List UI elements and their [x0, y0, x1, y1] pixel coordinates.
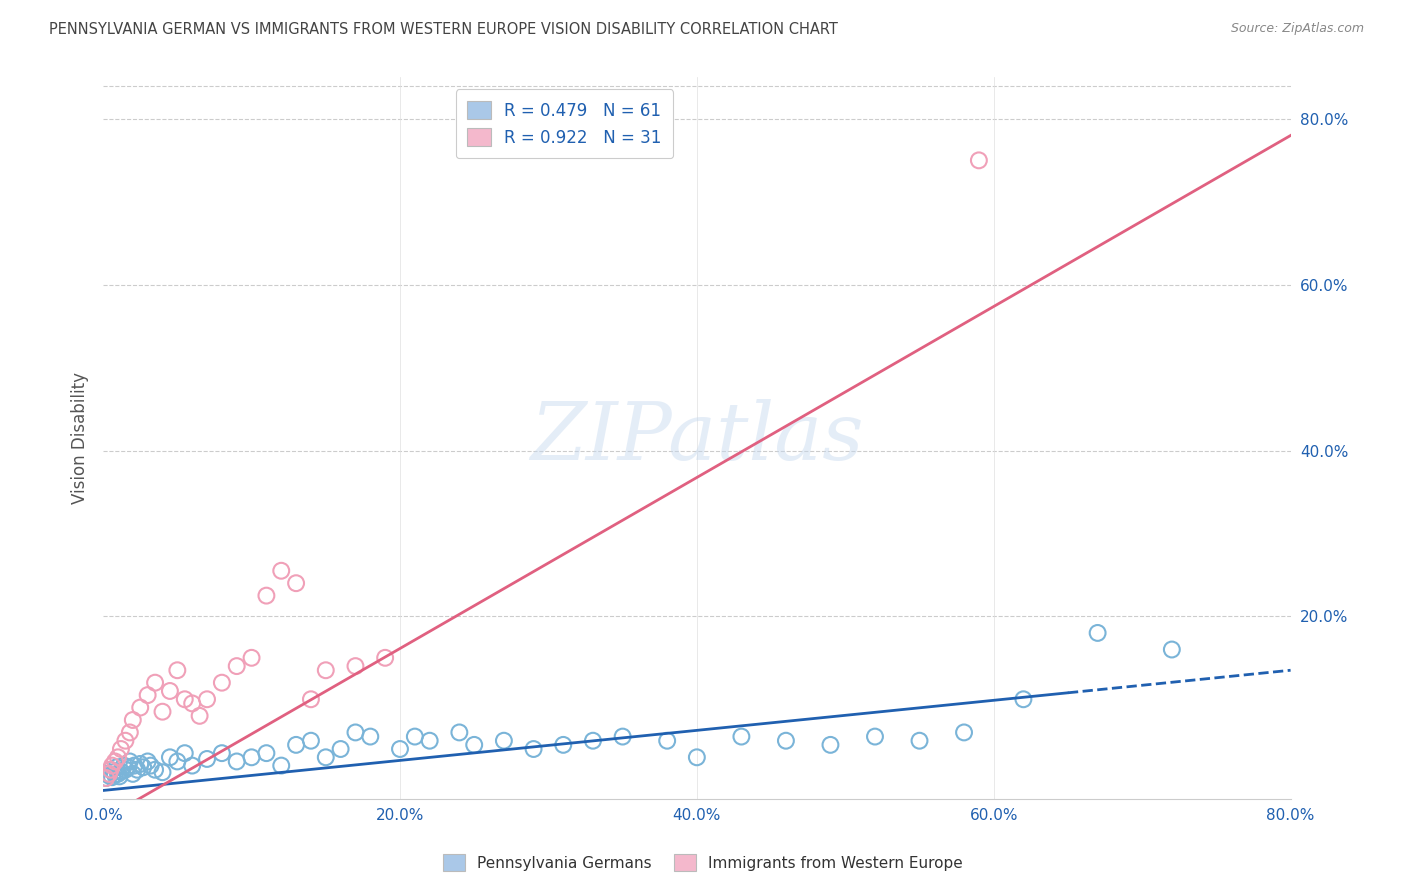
Point [254, 589, 277, 603]
Point [132, 760, 155, 774]
Point [315, 750, 337, 764]
Point [114, 733, 136, 747]
Point [329, 742, 352, 756]
Point [1087, 626, 1109, 640]
Point [344, 725, 367, 739]
Point [166, 755, 188, 769]
Point [730, 730, 752, 744]
Text: Source: ZipAtlas.com: Source: ZipAtlas.com [1230, 22, 1364, 36]
Point [127, 763, 149, 777]
Point [100, 763, 122, 777]
Point [124, 758, 146, 772]
Point [121, 767, 143, 781]
Point [449, 725, 471, 739]
Text: ZIPatlas: ZIPatlas [530, 400, 863, 477]
Point [1012, 692, 1035, 706]
Point [159, 750, 181, 764]
Point [114, 763, 136, 777]
Point [107, 750, 129, 764]
Point [166, 663, 188, 677]
Legend: R = 0.479   N = 61, R = 0.922   N = 31: R = 0.479 N = 61, R = 0.922 N = 31 [456, 89, 673, 159]
Point [523, 742, 546, 756]
Point [105, 760, 128, 774]
Point [195, 692, 218, 706]
Point [299, 733, 322, 747]
Point [211, 746, 233, 760]
Point [285, 576, 308, 591]
Point [173, 746, 195, 760]
Point [103, 765, 125, 780]
Point [152, 765, 174, 780]
Point [101, 770, 124, 784]
Point [121, 713, 143, 727]
Point [129, 756, 152, 771]
Point [582, 733, 605, 747]
Point [225, 659, 247, 673]
Point [159, 684, 181, 698]
Point [344, 659, 367, 673]
Point [315, 663, 337, 677]
Point [139, 758, 162, 772]
Point [112, 758, 135, 772]
Point [254, 746, 277, 760]
Point [359, 730, 381, 744]
Point [775, 733, 797, 747]
Point [101, 758, 124, 772]
Point [97, 767, 120, 781]
Point [299, 692, 322, 706]
Point [98, 767, 121, 781]
Point [152, 705, 174, 719]
Point [181, 758, 204, 772]
Point [388, 742, 411, 756]
Point [117, 760, 139, 774]
Point [225, 755, 247, 769]
Point [173, 692, 195, 706]
Text: PENNSYLVANIA GERMAN VS IMMIGRANTS FROM WESTERN EUROPE VISION DISABILITY CORRELAT: PENNSYLVANIA GERMAN VS IMMIGRANTS FROM W… [49, 22, 838, 37]
Point [136, 755, 159, 769]
Point [118, 755, 141, 769]
Point [285, 738, 308, 752]
Point [98, 768, 121, 782]
Point [953, 725, 976, 739]
Point [492, 733, 515, 747]
Point [136, 688, 159, 702]
Point [94, 771, 117, 785]
Point [657, 733, 679, 747]
Point [107, 767, 129, 781]
Point [211, 675, 233, 690]
Point [143, 763, 166, 777]
Point [967, 153, 990, 168]
Point [100, 763, 122, 777]
Point [240, 650, 263, 665]
Legend: Pennsylvania Germans, Immigrants from Western Europe: Pennsylvania Germans, Immigrants from We… [434, 845, 972, 880]
Point [110, 764, 132, 779]
Point [820, 738, 842, 752]
Point [863, 730, 886, 744]
Point [143, 675, 166, 690]
Point [270, 564, 292, 578]
Point [110, 742, 132, 756]
Point [686, 750, 709, 764]
Point [104, 755, 127, 769]
Point [1160, 642, 1182, 657]
Point [908, 733, 931, 747]
Point [108, 769, 131, 783]
Point [195, 752, 218, 766]
Point [118, 725, 141, 739]
Point [612, 730, 634, 744]
Point [104, 768, 127, 782]
Y-axis label: Vision Disability: Vision Disability [72, 372, 89, 504]
Point [270, 758, 292, 772]
Point [94, 771, 117, 785]
Point [419, 733, 441, 747]
Point [129, 700, 152, 714]
Point [240, 750, 263, 764]
Point [188, 709, 211, 723]
Point [553, 738, 575, 752]
Point [181, 697, 204, 711]
Point [374, 650, 396, 665]
Point [404, 730, 426, 744]
Point [463, 738, 485, 752]
